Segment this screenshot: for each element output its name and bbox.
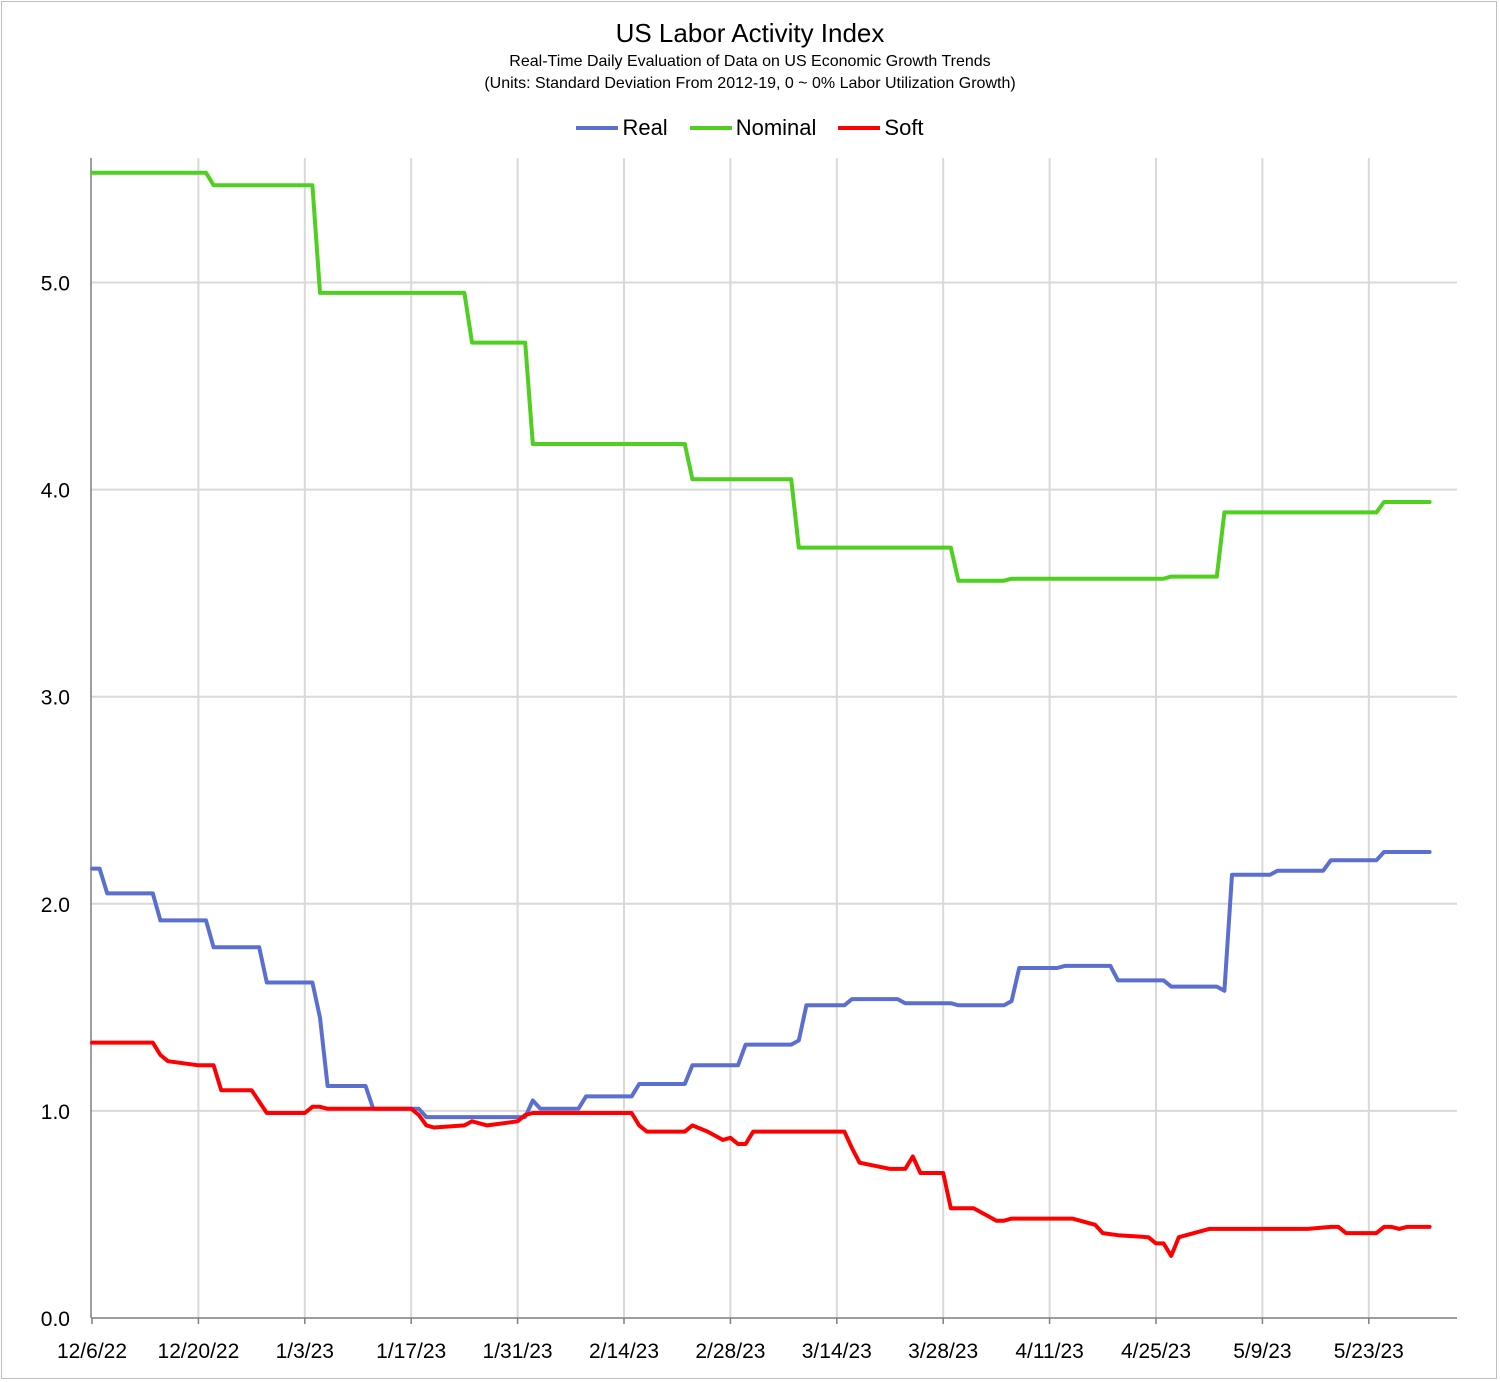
legend-swatch-soft bbox=[838, 126, 881, 130]
series-line-real bbox=[90, 850, 1432, 1120]
legend-item-real: Real bbox=[576, 115, 668, 141]
y-tick-label: 2.0 bbox=[41, 894, 70, 917]
legend-swatch-nominal bbox=[689, 126, 732, 130]
y-tick-label: 5.0 bbox=[41, 273, 70, 296]
legend-label-nominal: Nominal bbox=[735, 115, 817, 140]
x-tick-label: 12/20/22 bbox=[158, 1340, 240, 1363]
y-tick-label: 1.0 bbox=[41, 1101, 70, 1124]
y-tick-label: 4.0 bbox=[41, 480, 70, 503]
series-line-soft bbox=[90, 1040, 1432, 1258]
x-tick-label: 2/14/23 bbox=[589, 1340, 659, 1363]
x-tick-label: 3/14/23 bbox=[802, 1340, 872, 1363]
chart-subtitle: Real-Time Daily Evaluation of Data on US… bbox=[509, 53, 991, 70]
x-tick-label: 2/28/23 bbox=[695, 1340, 765, 1363]
legend-swatch-real bbox=[576, 126, 619, 130]
legend-label-real: Real bbox=[622, 115, 668, 140]
x-tick-label: 1/3/23 bbox=[276, 1340, 334, 1363]
x-tick-label: 5/23/23 bbox=[1334, 1340, 1404, 1363]
x-tick-label: 5/9/23 bbox=[1233, 1340, 1291, 1363]
legend: Real Nominal Soft bbox=[0, 115, 1500, 141]
x-tick-label: 12/6/22 bbox=[57, 1340, 127, 1363]
chart-title: US Labor Activity Index bbox=[615, 18, 885, 48]
legend-label-soft: Soft bbox=[884, 115, 924, 140]
x-tick-label: 1/31/23 bbox=[483, 1340, 553, 1363]
y-tick-label: 0.0 bbox=[41, 1308, 70, 1331]
x-tick-label: 4/25/23 bbox=[1121, 1340, 1191, 1363]
x-tick-label: 4/11/23 bbox=[1015, 1340, 1084, 1363]
x-tick-label: 3/28/23 bbox=[908, 1340, 978, 1363]
y-tick-label: 3.0 bbox=[41, 687, 70, 710]
legend-item-nominal: Nominal bbox=[689, 115, 817, 141]
chart-units-note: (Units: Standard Deviation From 2012-19,… bbox=[484, 75, 1016, 92]
x-tick-label: 1/17/23 bbox=[376, 1340, 446, 1363]
legend-item-soft: Soft bbox=[838, 115, 924, 141]
series-line-nominal bbox=[90, 170, 1432, 583]
